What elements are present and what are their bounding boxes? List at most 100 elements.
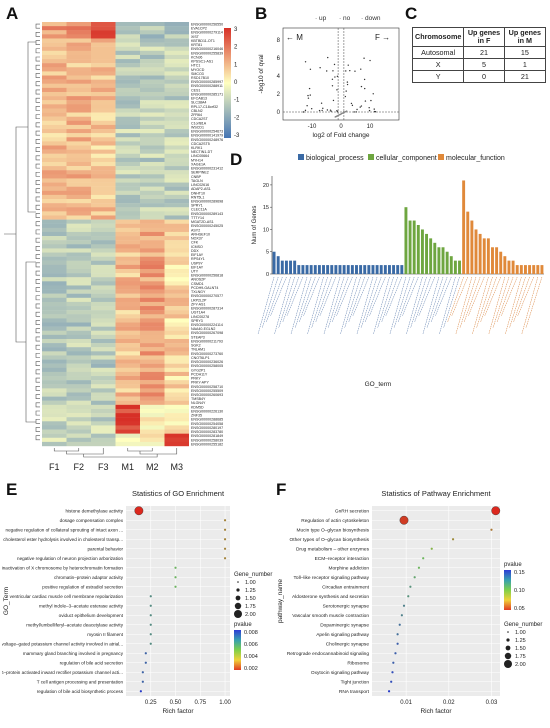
heatmap-cell xyxy=(115,137,140,142)
panel-label-d: D xyxy=(230,150,243,169)
term-label-mark xyxy=(377,276,394,329)
heatmap-cell xyxy=(164,83,189,89)
heatmap-cell xyxy=(164,248,189,253)
heatmap-cell xyxy=(66,26,91,31)
heatmap-cell xyxy=(66,252,91,257)
volcano-point xyxy=(327,56,329,59)
heatmap-cell xyxy=(164,104,189,109)
bar xyxy=(429,238,433,274)
bar xyxy=(519,265,523,274)
volcano-point xyxy=(333,63,336,66)
legend-label: 0.006 xyxy=(244,642,258,648)
heatmap-cell xyxy=(66,343,91,348)
term-label-mark xyxy=(266,276,283,323)
heatmap-cell xyxy=(140,22,165,27)
heatmap-cell xyxy=(42,273,67,278)
heatmap-cell xyxy=(42,252,67,257)
heatmap-cell xyxy=(91,83,116,89)
heatmap-cell xyxy=(115,244,140,249)
sample-label: M3 xyxy=(170,462,183,472)
heatmap-cell xyxy=(91,314,116,319)
heatmap-cell xyxy=(115,199,140,204)
heatmap-cell xyxy=(115,371,140,377)
data-point xyxy=(491,506,501,516)
heatmap-cell xyxy=(91,211,116,216)
heatmap-cell xyxy=(42,408,67,414)
heatmap-cell xyxy=(42,26,67,31)
heatmap-cell xyxy=(164,30,189,35)
term-label-mark xyxy=(476,276,493,329)
heatmap-cell xyxy=(115,129,140,134)
heatmap-cell xyxy=(140,194,165,200)
gene-label: KRT81 xyxy=(191,43,202,47)
heatmap-cell xyxy=(66,273,91,278)
volcano-point xyxy=(331,85,334,87)
heatmap-cell xyxy=(115,203,140,208)
heatmap-cell xyxy=(66,129,91,134)
heatmap-cell xyxy=(164,112,189,117)
data-point xyxy=(407,595,410,598)
gene-label: ENSG00000245025 xyxy=(191,224,223,228)
table-cell: 15 xyxy=(503,46,547,59)
colorbar xyxy=(224,28,231,138)
heatmap-cell xyxy=(66,293,91,299)
table-row: Autosomal 21 15 xyxy=(411,46,547,59)
heatmap-cell xyxy=(115,30,140,35)
x-tick-label: 0.01 xyxy=(400,700,412,706)
term-label-mark xyxy=(315,276,332,323)
heatmap-cell xyxy=(115,112,140,117)
heatmap-cell xyxy=(42,388,67,393)
heatmap-cell xyxy=(42,380,67,385)
heatmap-cell xyxy=(164,96,189,101)
heatmap-cell xyxy=(91,120,116,126)
term-label: regulation of bile acid secretion xyxy=(60,661,124,666)
heatmap-cell xyxy=(115,42,140,47)
bar xyxy=(309,265,313,274)
heatmap-cell xyxy=(115,425,140,430)
heatmap-cell xyxy=(164,310,189,315)
heatmap-cell xyxy=(91,363,116,368)
heatmap-cell xyxy=(140,359,165,364)
term-label: ECM–receptor interaction xyxy=(315,556,370,562)
heatmap-cell xyxy=(66,433,91,438)
heatmap-cell xyxy=(140,116,165,121)
heatmap-cell xyxy=(91,268,116,274)
term-label: Morphine addiction xyxy=(328,566,369,572)
heatmap-cell xyxy=(115,227,140,233)
gene-label: NOX37 xyxy=(191,237,203,241)
heatmap-cell xyxy=(164,400,189,406)
column-dendrogram xyxy=(53,448,178,458)
heatmap-cell xyxy=(115,355,140,360)
heatmap-cell xyxy=(66,30,91,35)
heatmap-cell xyxy=(115,400,140,406)
heatmap-cell xyxy=(42,75,67,80)
heatmap-cell xyxy=(164,347,189,352)
volcano-point xyxy=(336,75,339,78)
heatmap-cell xyxy=(115,376,140,381)
heatmap-cell xyxy=(115,347,140,352)
heatmap-cell xyxy=(42,227,67,233)
gene-label: LINC02616 xyxy=(191,183,209,187)
term-label: T cell antigen processing and presentati… xyxy=(37,680,124,685)
heatmap-cell xyxy=(66,157,91,163)
heatmap-cell xyxy=(42,244,67,249)
heatmap-cell xyxy=(164,178,189,183)
heatmap-cell xyxy=(91,34,116,39)
term-label-mark xyxy=(323,276,341,335)
heatmap-cell xyxy=(140,326,165,331)
term-label-mark xyxy=(336,276,353,317)
volcano-point xyxy=(321,109,323,112)
heatmap-cell xyxy=(164,343,189,348)
heatmap-cell xyxy=(91,161,116,167)
gene-label: DNHT10 xyxy=(191,191,205,195)
go-enrichment-plot: Statistics of GO Enrichment 0.25 0.50 0.75 1… xyxy=(2,489,272,715)
gene-label: ENSG00000248976 xyxy=(191,138,223,142)
legend-swatch xyxy=(368,154,374,160)
gene-label: RPL17-C18orf32 xyxy=(191,105,218,109)
heatmap-cell xyxy=(164,182,189,187)
heatmap-cell xyxy=(140,129,165,134)
heatmap-cell xyxy=(91,42,116,47)
gene-label: ENSG00000258039 xyxy=(191,438,223,442)
heatmap-cell xyxy=(66,256,91,261)
term-label: Regulation of actin cytoskeleton xyxy=(301,518,369,524)
